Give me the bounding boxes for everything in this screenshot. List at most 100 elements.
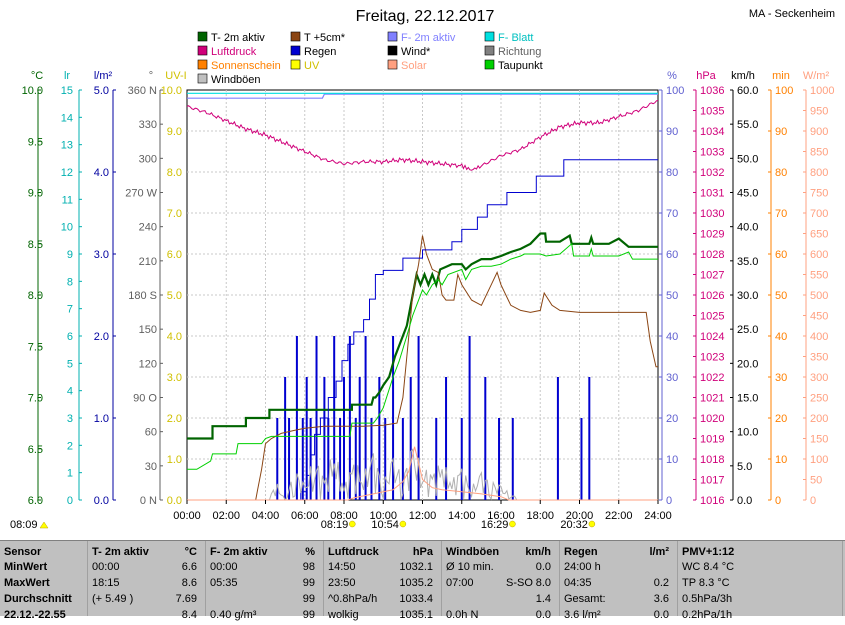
y-tick-label: 1022 [700, 372, 724, 384]
y-tick-label: 300 [810, 372, 828, 384]
y-tick-label: 1019 [700, 434, 724, 446]
y-tick-label: 7 [67, 304, 73, 316]
y-tick-label: 3 [67, 413, 73, 425]
chart-title: Freitag, 22.12.2017 [356, 8, 495, 25]
series-line [187, 93, 658, 99]
y-tick-label: 30 [775, 372, 787, 384]
y-tick-label: 400 [810, 331, 828, 343]
y-tick-label: 55.0 [737, 119, 758, 131]
legend-swatch [197, 31, 208, 42]
x-tick-label: 08:00 [330, 510, 358, 522]
y-tick-label: 5.0 [94, 85, 109, 97]
y-tick-label: 1017 [700, 475, 724, 487]
y-tick-label: 360 N [128, 85, 157, 97]
y-tick-label: 240 [139, 222, 157, 234]
x-axis: 00:00 02:00 04:00 06:00 08:00 10:00 12:00 14:00… [10, 500, 672, 531]
y-tick-label: 250 [810, 393, 828, 405]
stats-row: (+ 5.49 ) 7.69 [92, 593, 197, 605]
y-tick-label: 4 [67, 386, 73, 398]
y-tick-label: 13 [61, 140, 73, 152]
stats-header: T- 2m aktiv °C [92, 546, 197, 558]
rain-bar [348, 336, 351, 500]
y-tick-label: 9 [67, 249, 73, 261]
series-line [187, 446, 658, 501]
stats-row: 24:00 h [564, 561, 601, 573]
legend: T- 2m aktiv T +5cm* F- 2m aktiv F- Blatt Luf… [197, 31, 543, 86]
y-axis: hPa 1036 1035 1034 1033 1032 1031 1030 1029 1028 1… [693, 70, 724, 507]
y-tick-label: 2.0 [167, 413, 182, 425]
y-tick-label: 1020 [700, 413, 724, 425]
y-tick-label: 1.0 [94, 413, 109, 425]
y-tick-label: 90 O [133, 393, 157, 405]
y-tick-label: 800 [810, 167, 828, 179]
y-tick-label: 1033 [700, 147, 724, 159]
legend-swatch [290, 45, 301, 56]
legend-label: Sonnenschein [211, 60, 281, 72]
y-tick-label: 1 [67, 468, 73, 480]
stats-row: 3.6 l/m² 0.0 [564, 609, 669, 621]
stats-row: 8.4 [181, 609, 197, 621]
stats-row: TP 8.3 °C [682, 577, 730, 589]
y-tick-label: 850 [810, 147, 828, 159]
y-tick-label: 4.0 [167, 331, 182, 343]
stats-row: 23:50 1035.2 [328, 577, 433, 589]
stats-row: MaxWert [4, 577, 50, 589]
y-axis-unit: ° [149, 70, 153, 82]
stats-header: Sensor [4, 546, 42, 558]
stats-row: 07:00 S-SO 8.0 [446, 577, 551, 589]
y-tick-label: 1000 [810, 85, 834, 97]
rain-bar [498, 418, 501, 500]
y-tick-label: 1026 [700, 290, 724, 302]
stats-header: PMV+1:12 [682, 546, 735, 558]
y-tick-label: 4.0 [94, 167, 109, 179]
x-tick-label: 06:00 [291, 510, 319, 522]
stats-header: Regen l/m² [564, 546, 669, 558]
rain-bar [460, 418, 463, 500]
rain-bar [384, 418, 387, 500]
stats-row: Ø 10 min. 0.0 [446, 561, 551, 573]
rain-bar [333, 336, 336, 500]
series-line [187, 159, 658, 501]
legend-swatch [197, 59, 208, 70]
sun-marker-label: 20:32 [560, 519, 588, 531]
sun-marker-icon [349, 520, 356, 528]
y-tick-label: 10 [666, 454, 678, 466]
stats-row: 14:50 1032.1 [328, 561, 433, 573]
y-tick-label: 1.0 [167, 454, 182, 466]
y-axis: UV-I 10.0 9.0 8.0 7.0 6.0 5.0 4.0 3.0 2.0 1.0 0.0 [161, 70, 187, 507]
grid [187, 90, 658, 500]
y-tick-label: 900 [810, 126, 828, 138]
stats-row: 04:35 0.2 [564, 577, 669, 589]
y-tick-label: 25.0 [737, 324, 758, 336]
rain-bar [305, 377, 308, 500]
stats-row: 0.5hPa/3h [682, 593, 733, 605]
y-tick-label: 0 [810, 495, 816, 507]
stats-row: 22.12.-22.55 [4, 609, 66, 621]
sun-marker-label: 16:29 [481, 519, 509, 531]
y-tick-label: 1021 [700, 393, 724, 405]
x-tick-label: 02:00 [212, 510, 240, 522]
y-tick-label: 0 N [140, 495, 157, 507]
station-name: MA - Seckenheim [749, 8, 835, 20]
stats-row: 18:15 8.6 [92, 577, 197, 589]
y-tick-label: 0.0 [94, 495, 109, 507]
rain-bar [327, 418, 330, 500]
y-tick-label: 1016 [700, 495, 724, 507]
y-tick-label: 100 [666, 85, 684, 97]
y-tick-label: 1032 [700, 167, 724, 179]
sun-marker-label: 08:19 [321, 519, 349, 531]
stats-column: T- 2m aktiv °C 00:00 6.6 18:15 8.6 (+ 5.49 ) 7.… [88, 541, 206, 621]
y-tick-label: 950 [810, 106, 828, 118]
sun-marker-icon [588, 520, 596, 528]
y-axis: l/m² 5.0 4.0 3.0 2.0 1.0 0.0 [94, 70, 116, 507]
y-tick-label: 1024 [700, 331, 724, 343]
y-tick-label: 6 [67, 331, 73, 343]
y-tick-label: 10 [61, 222, 73, 234]
legend-label: UV [304, 60, 320, 72]
y-tick-label: 50 [775, 290, 787, 302]
y-axis: W/m²100095090085080075070065060055050045… [803, 70, 835, 507]
stats-row: wolkig 1035.1 [328, 609, 433, 621]
y-tick-label: 10.0 [161, 85, 182, 97]
y-tick-label: 7.0 [28, 393, 43, 405]
y-tick-label: 0.0 [167, 495, 182, 507]
